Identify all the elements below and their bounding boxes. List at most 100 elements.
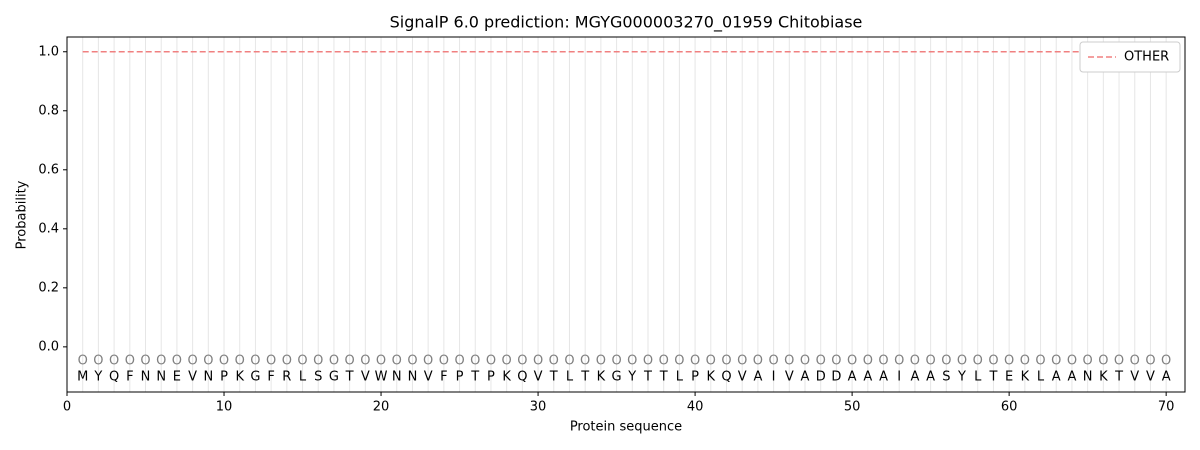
- x-tick-label: 40: [687, 400, 704, 415]
- residue-label: V: [738, 369, 747, 384]
- state-label: O: [910, 353, 920, 368]
- residue-label: N: [392, 369, 402, 384]
- y-tick-label: 0.8: [38, 103, 59, 118]
- residue-label: T: [580, 369, 589, 384]
- state-label: O: [973, 353, 983, 368]
- y-tick-label: 0.0: [38, 339, 59, 354]
- residue-label: D: [816, 369, 826, 384]
- residue-label: P: [691, 369, 699, 384]
- residue-label: A: [879, 369, 888, 384]
- residue-label: G: [250, 369, 260, 384]
- residue-label: L: [1037, 369, 1045, 384]
- state-label: O: [753, 353, 763, 368]
- residue-label: K: [1099, 369, 1108, 384]
- state-label: O: [674, 353, 684, 368]
- residue-label: A: [1067, 369, 1076, 384]
- residue-label: E: [173, 369, 181, 384]
- state-label: O: [926, 353, 936, 368]
- residue-label: N: [408, 369, 418, 384]
- residue-label: T: [643, 369, 652, 384]
- plot-frame: [66, 36, 1186, 393]
- y-tick-label: 0.2: [38, 280, 59, 295]
- residue-label: F: [126, 369, 133, 384]
- residue-label: S: [314, 369, 322, 384]
- state-label: O: [1130, 353, 1140, 368]
- state-label: O: [580, 353, 590, 368]
- y-tick-label: 1.0: [38, 44, 59, 59]
- state-label: O: [282, 353, 292, 368]
- state-label: O: [894, 353, 904, 368]
- state-label: O: [486, 353, 496, 368]
- state-label: O: [376, 353, 386, 368]
- residue-label: V: [361, 369, 370, 384]
- state-label: O: [988, 353, 998, 368]
- state-label: O: [627, 353, 637, 368]
- state-label: O: [659, 353, 669, 368]
- residue-label: V: [534, 369, 543, 384]
- state-label: O: [721, 353, 731, 368]
- residue-label: K: [502, 369, 511, 384]
- state-label: O: [816, 353, 826, 368]
- state-label: O: [878, 353, 888, 368]
- residue-label: V: [188, 369, 197, 384]
- state-label: O: [957, 353, 967, 368]
- residue-label: L: [974, 369, 982, 384]
- state-label: O: [93, 353, 103, 368]
- state-label: O: [564, 353, 574, 368]
- state-label: O: [533, 353, 543, 368]
- x-tick-label: 50: [844, 400, 861, 415]
- state-label: O: [690, 353, 700, 368]
- legend-label: OTHER: [1124, 50, 1169, 65]
- residue-label: Y: [627, 369, 636, 384]
- residue-label: N: [141, 369, 151, 384]
- state-label: O: [831, 353, 841, 368]
- residue-label: N: [1083, 369, 1093, 384]
- state-label: O: [784, 353, 794, 368]
- residue-label: N: [203, 369, 213, 384]
- state-label: O: [250, 353, 260, 368]
- residue-label: F: [440, 369, 447, 384]
- y-axis-label: Probability: [15, 180, 30, 249]
- residue-label: E: [1005, 369, 1013, 384]
- legend: OTHER: [1079, 41, 1181, 73]
- residue-label: Y: [93, 369, 102, 384]
- state-label: O: [266, 353, 276, 368]
- state-label: O: [517, 353, 527, 368]
- state-label: O: [1035, 353, 1045, 368]
- state-label: O: [140, 353, 150, 368]
- state-label: O: [345, 353, 355, 368]
- residue-label: P: [456, 369, 464, 384]
- residue-label: I: [897, 369, 901, 384]
- state-label: O: [1161, 353, 1171, 368]
- residue-label: A: [926, 369, 935, 384]
- x-tick-label: 30: [530, 400, 547, 415]
- residue-label: L: [676, 369, 684, 384]
- state-label: O: [454, 353, 464, 368]
- state-label: O: [470, 353, 480, 368]
- state-label: O: [768, 353, 778, 368]
- residue-label: K: [707, 369, 716, 384]
- state-label: O: [125, 353, 135, 368]
- residue-label: V: [424, 369, 433, 384]
- residue-label: V: [1130, 369, 1139, 384]
- residue-label: A: [801, 369, 810, 384]
- legend-box: [1079, 41, 1181, 73]
- state-label: O: [188, 353, 198, 368]
- state-label: O: [596, 353, 606, 368]
- residue-label: T: [549, 369, 558, 384]
- residue-label: Q: [517, 369, 527, 384]
- residue-label: K: [597, 369, 606, 384]
- state-label: O: [109, 353, 119, 368]
- chart-title: SignalP 6.0 prediction: MGYG000003270_01…: [390, 13, 863, 33]
- state-label: O: [1020, 353, 1030, 368]
- x-tick-label: 20: [373, 400, 390, 415]
- state-label: O: [329, 353, 339, 368]
- residue-label: N: [156, 369, 166, 384]
- residue-label: T: [988, 369, 997, 384]
- state-label: O: [706, 353, 716, 368]
- state-label: O: [1145, 353, 1155, 368]
- state-label: O: [1114, 353, 1124, 368]
- residue-label: K: [1021, 369, 1030, 384]
- residue-label: L: [566, 369, 574, 384]
